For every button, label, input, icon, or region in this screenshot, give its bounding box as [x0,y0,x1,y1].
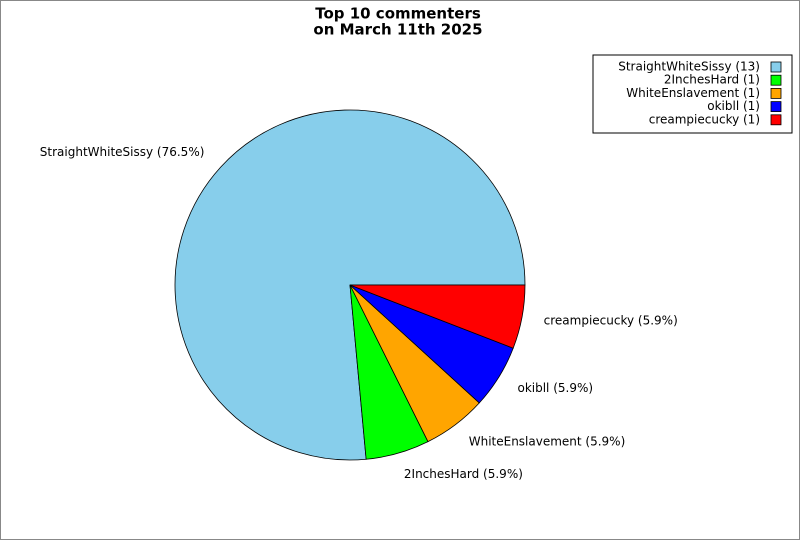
legend-swatch [770,114,782,126]
legend-swatch [770,74,782,86]
legend-label: WhiteEnslavement (1) [626,86,760,100]
legend-label: 2InchesHard (1) [664,73,760,87]
chart-subtitle: on March 11th 2025 [313,21,482,39]
slice-label: okibll (5.9%) [517,381,593,395]
slice-label: creampiecucky (5.9%) [544,314,678,328]
pie-slice [349,284,526,349]
legend-box [592,54,793,134]
legend-swatch [770,88,782,99]
legend-swatch [770,61,782,73]
legend-swatch [770,101,782,112]
legend-label: creampiecucky (1) [649,112,760,126]
slice-label: WhiteEnslavement (5.9%) [469,435,626,449]
legend-label: okibll (1) [707,99,760,113]
slice-label: StraightWhiteSissy (76.5%) [40,145,205,159]
legend-label: StraightWhiteSissy (13) [618,60,760,74]
chart-title: Top 10 commenters [315,5,481,23]
slice-label: 2InchesHard (5.9%) [404,467,523,481]
